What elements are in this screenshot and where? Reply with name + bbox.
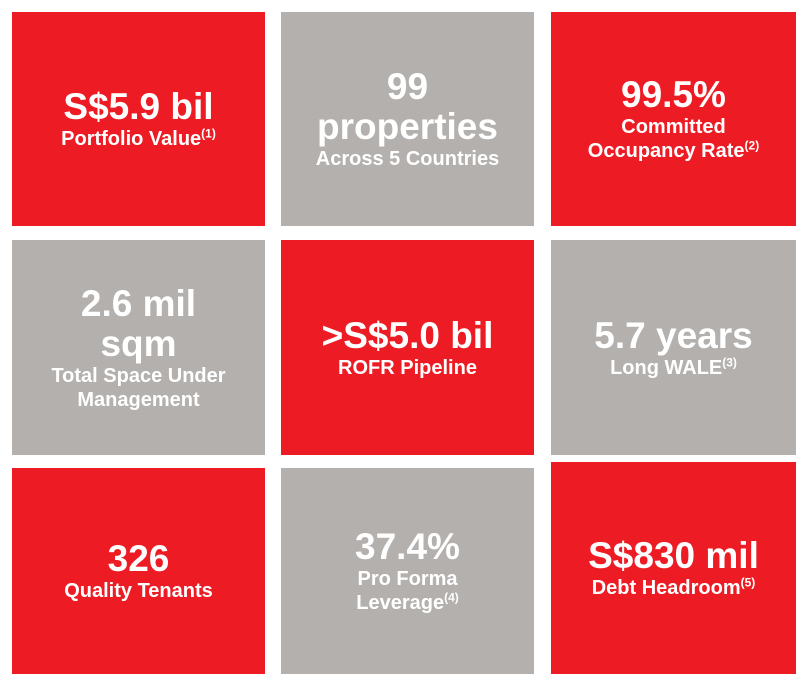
highlight-tile: 326 Quality Tenants [12,468,265,674]
tile-label: Committed [621,115,725,139]
tile-label: ROFR Pipeline [338,356,477,380]
tile-label: Across 5 Countries [316,147,499,171]
tile-label-text: Occupancy Rate [587,140,745,162]
tile-value: 326 [107,538,170,579]
tile-label-text: Across 5 Countries [315,148,500,170]
footnote-ref: (2) [744,138,760,153]
tile-label-text: Debt Headroom [591,577,741,599]
footnote-ref: (5) [740,575,756,590]
footnote-ref: (4) [444,590,459,605]
highlight-tile: 99 properties Across 5 Countries [281,12,534,226]
tile-value: 99.5% [621,74,726,115]
tile-label: Debt Headroom(5) [592,576,756,600]
tile-label: Pro Forma [357,567,457,591]
footnote-ref: (1) [201,126,216,141]
tile-value: properties [317,106,498,147]
highlight-tile: S$830 mil Debt Headroom(5) [551,462,796,674]
footnote-ref: (3) [722,354,737,369]
tile-value: S$830 mil [588,535,759,576]
tile-value: 99 [386,66,429,107]
tile-label: Long WALE(3) [610,356,737,380]
tile-value: 5.7 years [594,314,753,356]
tile-label: Quality Tenants [64,579,213,603]
tile-label: Management [77,388,199,412]
tile-label: Portfolio Value(1) [61,127,216,151]
tile-value: >S$5.0 bil [321,314,494,356]
tile-label-text: Leverage [356,592,445,614]
highlight-tile: >S$5.0 bil ROFR Pipeline [281,240,534,455]
tile-value: S$5.9 bil [63,86,214,127]
highlight-tile: S$5.9 bil Portfolio Value(1) [12,12,265,226]
tile-label-text: Portfolio Value [61,128,202,150]
tile-label-text: Committed [621,116,726,138]
highlight-tile: 37.4% Pro Forma Leverage(4) [281,468,534,674]
tile-value: 2.6 mil [80,282,197,324]
highlight-tile: 2.6 mil sqm Total Space Under Management [12,240,265,455]
tile-label-text: Total Space Under [51,364,226,387]
tile-label-text: Long WALE [610,356,723,379]
tile-label: Occupancy Rate(2) [588,139,759,163]
tile-label-text: Pro Forma [357,568,458,590]
tile-value: 37.4% [355,526,460,567]
tile-label-text: Management [77,388,200,411]
tile-label: Total Space Under [51,364,225,388]
highlight-tile: 5.7 years Long WALE(3) [551,240,796,455]
tile-label: Leverage(4) [356,591,459,615]
tile-value: sqm [100,322,177,364]
tile-label-text: ROFR Pipeline [338,356,477,379]
tile-label-text: Quality Tenants [64,580,213,602]
highlight-tile: 99.5% Committed Occupancy Rate(2) [551,12,796,226]
